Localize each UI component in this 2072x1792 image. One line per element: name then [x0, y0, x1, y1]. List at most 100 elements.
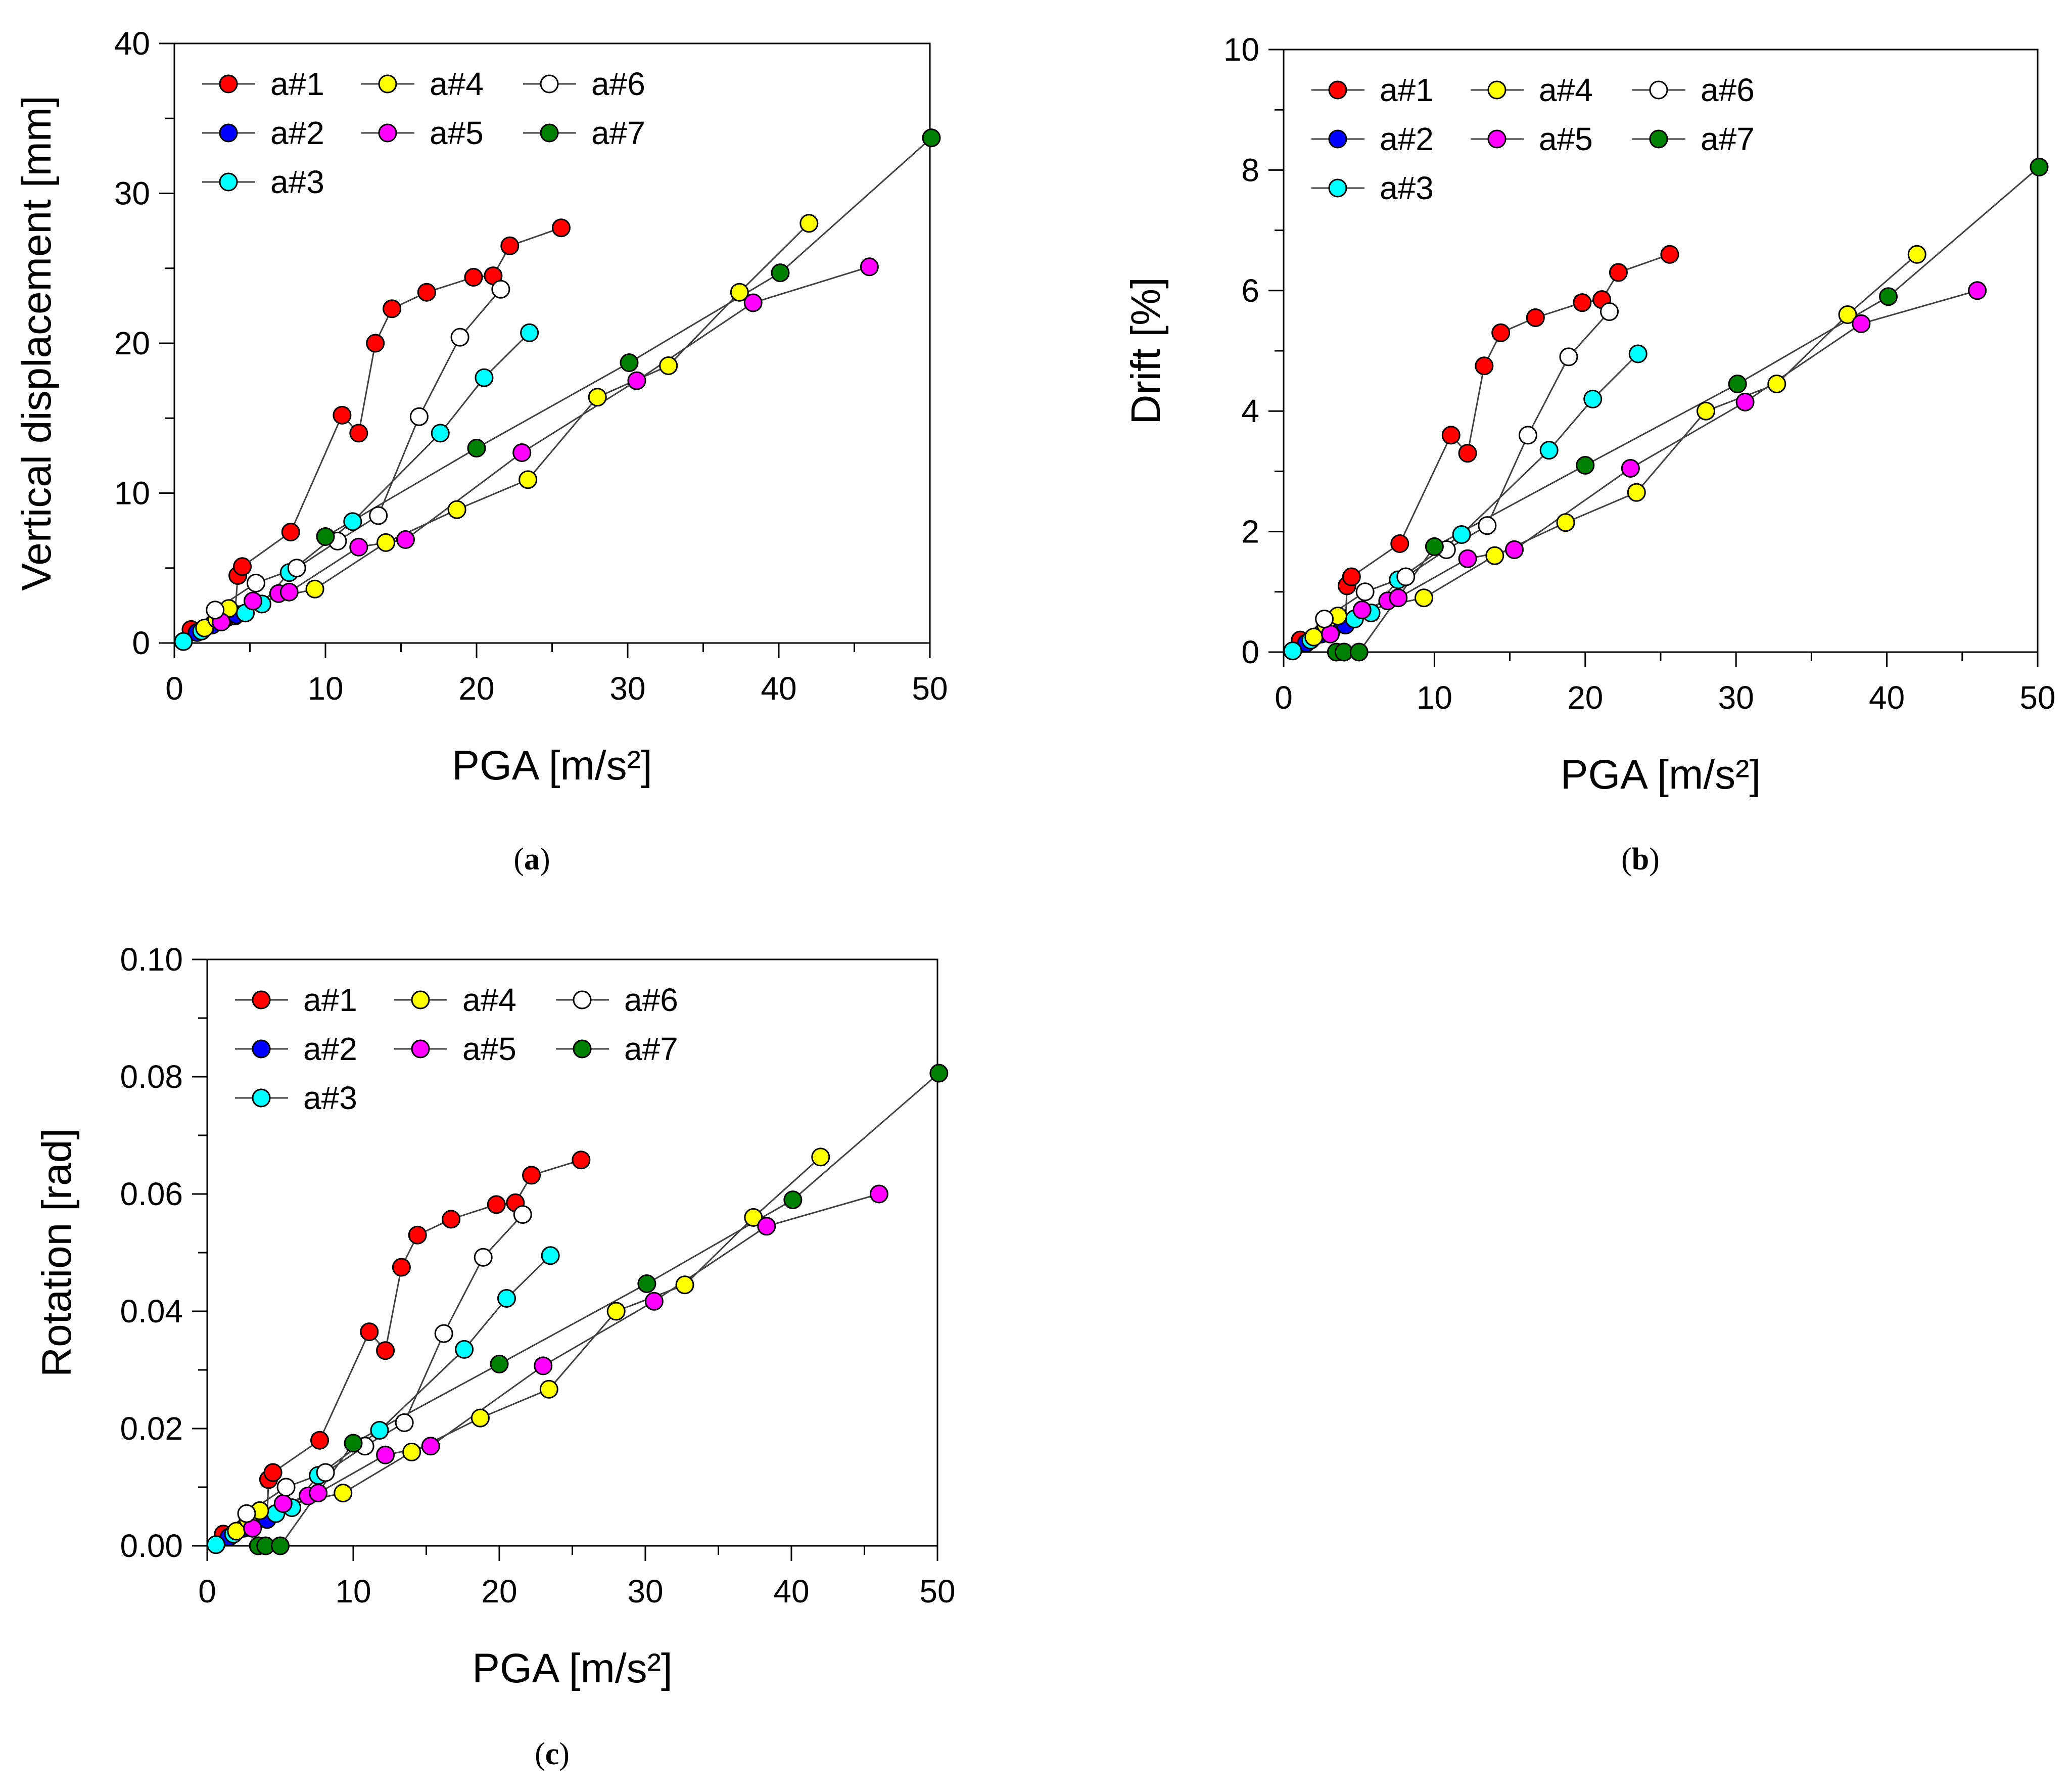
panel-label: (a): [513, 842, 550, 877]
legend-label: a#7: [1701, 121, 1755, 157]
data-point-a7: [271, 1536, 290, 1555]
data-point-a1: [1491, 323, 1511, 342]
data-point-a6: [316, 1463, 335, 1482]
data-point-a5: [860, 257, 879, 277]
data-point-a6: [276, 1478, 296, 1497]
data-point-a6: [369, 506, 388, 525]
data-point-a1: [1660, 245, 1679, 264]
legend-label: a#3: [1380, 170, 1434, 206]
data-point-a1: [1573, 293, 1592, 312]
data-point-a1: [281, 523, 300, 542]
data-point-a3: [1283, 641, 1302, 661]
y-tick-label: 10: [1223, 31, 1259, 68]
data-point-a4: [588, 388, 607, 407]
data-point-a4: [730, 283, 749, 302]
x-tick-label: 40: [773, 1573, 809, 1610]
legend-label: a#6: [591, 66, 645, 102]
x-tick-label: 40: [761, 670, 796, 707]
data-point-a7: [1576, 455, 1595, 475]
data-point-a6: [1478, 516, 1497, 535]
x-tick-label: 10: [307, 670, 343, 707]
data-point-a1: [1475, 356, 1494, 376]
series-line-a5: [1330, 290, 1978, 635]
data-point-a3: [1452, 525, 1471, 544]
legend-marker: [252, 1039, 271, 1059]
data-point-a5: [757, 1217, 776, 1236]
data-point-a4: [1767, 375, 1786, 394]
legend-marker: [252, 990, 271, 1009]
data-point-a3: [497, 1289, 516, 1308]
data-point-a3: [475, 368, 494, 387]
y-axis-title: Vertical displacement [mm]: [14, 96, 60, 591]
x-tick-label: 40: [1869, 679, 1905, 716]
data-point-a7: [1349, 642, 1369, 662]
legend-label: a#1: [303, 982, 357, 1018]
legend-marker: [378, 123, 397, 143]
data-point-a5: [644, 1292, 664, 1311]
x-tick-label: 0: [1275, 679, 1293, 716]
data-point-a5: [421, 1437, 440, 1456]
legend-marker: [1328, 178, 1347, 198]
data-point-a1: [310, 1431, 329, 1450]
data-point-a4: [539, 1380, 558, 1399]
data-point-a1: [349, 424, 368, 443]
panel-a: 0 10 20 30 40 50 0 10 20 30 40 PGA [m/s²] Vertical d…: [14, 25, 948, 877]
legend-label: a#4: [462, 982, 516, 1018]
legend-marker: [252, 1088, 271, 1108]
data-point-a4: [675, 1275, 694, 1295]
legend-label: a#2: [270, 115, 324, 151]
data-point-a4: [1415, 588, 1434, 608]
x-tick-label: 50: [912, 670, 948, 707]
data-point-a6: [395, 1413, 414, 1432]
data-point-a6: [1396, 567, 1416, 586]
y-tick-label: 0.08: [120, 1059, 183, 1095]
data-point-a5: [1458, 549, 1477, 568]
data-point-a7: [929, 1064, 949, 1083]
panel-c: 0 10 20 30 40 50 0.00 0.02 0.04 0.06 0.08 0.10 PGA […: [34, 941, 956, 1771]
panel-letter: c: [545, 1737, 559, 1771]
data-point-a6: [434, 1324, 453, 1343]
panel-b: 0 10 20 30 40 50 0 2 4 6 8 10 PGA [m/s²] Drift [%] a#1…: [1123, 31, 2056, 877]
data-point-a6: [1559, 347, 1578, 366]
data-point-a3: [1539, 441, 1559, 460]
y-tick-label: 0.00: [120, 1528, 183, 1564]
x-tick-label: 20: [458, 670, 494, 707]
y-tick-label: 30: [114, 175, 150, 212]
data-point-a6: [1600, 302, 1619, 321]
data-point-a4: [334, 1484, 353, 1503]
data-point-a1: [442, 1210, 461, 1229]
data-point-a4: [1907, 245, 1926, 264]
data-point-a4: [519, 470, 538, 489]
y-tick-label: 0.06: [120, 1176, 183, 1212]
legend-marker: [1649, 80, 1668, 100]
legend-marker: [1487, 80, 1506, 100]
series-line-a5: [252, 1193, 879, 1529]
data-point-a7: [344, 1434, 363, 1453]
y-tick-label: 0: [132, 625, 150, 661]
x-tick-label: 20: [481, 1573, 517, 1610]
y-tick-label: 0.10: [120, 941, 183, 978]
panel-letter: a: [524, 842, 540, 877]
data-point-a1: [360, 1322, 379, 1342]
legend-label: a#7: [624, 1031, 678, 1067]
data-point-a1: [376, 1341, 395, 1360]
data-point-a6: [513, 1205, 532, 1224]
y-tick-label: 0.04: [120, 1293, 183, 1329]
data-point-a7: [1879, 287, 1898, 306]
data-point-a6: [409, 407, 429, 426]
x-tick-label: 10: [335, 1573, 371, 1610]
legend-label: a#5: [430, 115, 484, 151]
x-tick-label: 30: [1718, 679, 1754, 716]
data-point-a6: [474, 1248, 493, 1267]
data-point-a5: [1389, 588, 1408, 608]
data-point-a1: [392, 1258, 411, 1277]
data-point-a6: [206, 601, 225, 620]
y-axis-title: Drift [%]: [1123, 277, 1169, 425]
data-point-a4: [811, 1147, 830, 1167]
x-tick-label: 10: [1417, 679, 1452, 716]
x-axis-title: PGA [m/s²]: [1561, 752, 1761, 798]
data-point-a3: [1583, 389, 1603, 408]
data-point-a5: [869, 1184, 888, 1204]
legend-label: a#6: [624, 982, 678, 1018]
data-point-a1: [522, 1166, 541, 1185]
